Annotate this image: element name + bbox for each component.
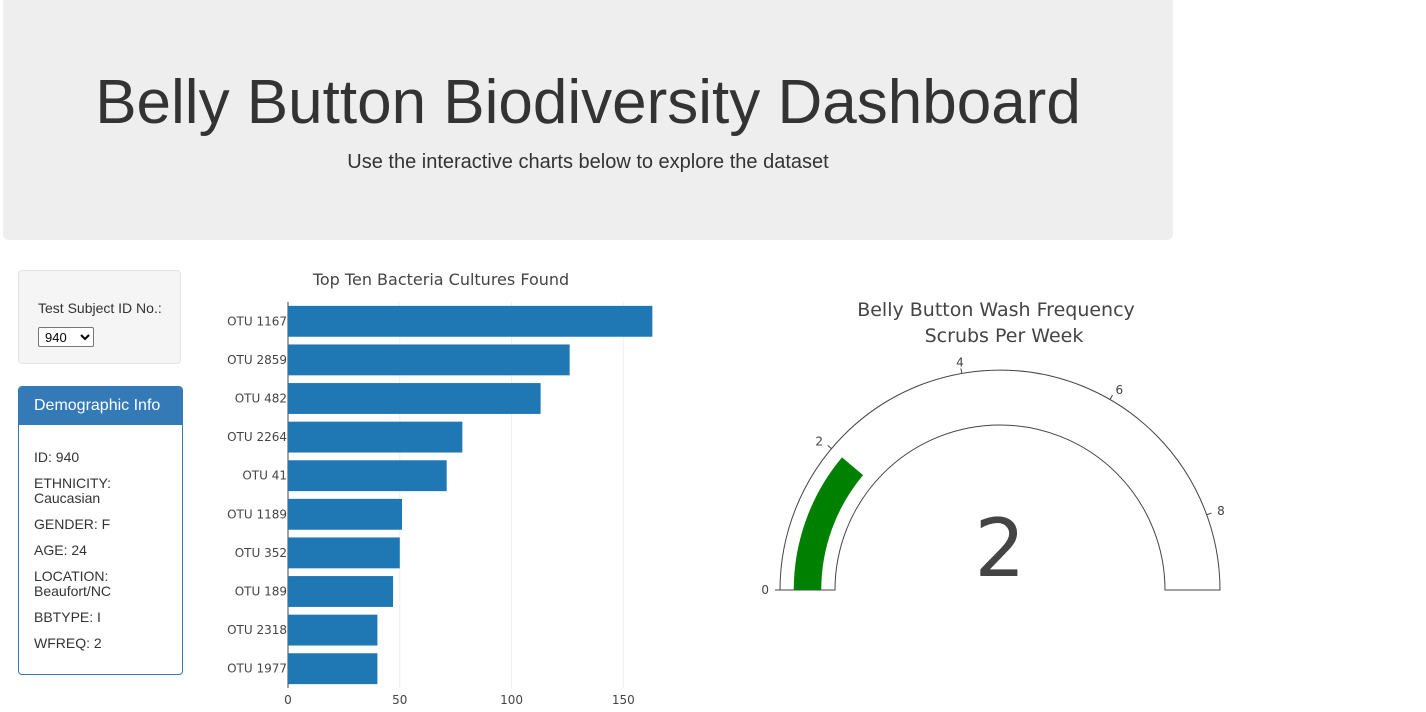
bar-otu-189 xyxy=(288,576,394,607)
gauge-tick xyxy=(960,368,963,374)
bar-x-tick-label: 0 xyxy=(284,693,292,707)
subject-id-select[interactable]: 940 xyxy=(38,327,94,347)
gauge-value-bar xyxy=(793,457,864,590)
gauge-value-number: 2 xyxy=(975,502,1026,595)
bar-y-tick-label: OTU 2264 xyxy=(227,430,287,444)
page-title: Belly Button Biodiversity Dashboard xyxy=(95,68,1081,137)
gauge-tick xyxy=(1206,512,1212,516)
bar-y-tick-label: OTU 189 xyxy=(235,585,287,599)
gauge-chart: Belly Button Wash Frequency Scrubs Per We… xyxy=(761,299,1225,597)
demographic-info-heading: Demographic Info xyxy=(19,387,182,425)
demographic-location: LOCATION: Beaufort/NC xyxy=(34,568,112,599)
bar-x-tick-label: 150 xyxy=(612,693,635,707)
bar-otu-1189 xyxy=(288,498,402,530)
bar-otu-41 xyxy=(288,460,447,492)
bar-y-tick-label: OTU 482 xyxy=(235,392,287,406)
header-jumbotron: Belly Button Biodiversity Dashboard Use … xyxy=(3,0,1173,240)
gauge-tick-label: 0 xyxy=(761,583,769,597)
bar-y-tick-label: OTU 352 xyxy=(235,546,287,560)
gauge-tick-label: 6 xyxy=(1116,383,1124,397)
demographic-wfreq: WFREQ: 2 xyxy=(34,635,102,651)
bar-otu-1977 xyxy=(288,653,378,685)
bar-otu-2859 xyxy=(288,344,570,376)
gauge-tick-label: 8 xyxy=(1217,504,1225,518)
demographic-info-body: ID: 940 ETHNICITY: Caucasian GENDER: F A… xyxy=(19,425,182,651)
bar-chart-title: Top Ten Bacteria Cultures Found xyxy=(312,270,569,289)
bar-y-tick-label: OTU 2318 xyxy=(227,623,287,637)
gauge-background-arc xyxy=(779,369,1221,591)
bar-y-tick-label: OTU 1189 xyxy=(227,507,287,521)
demographic-info-panel: Demographic Info ID: 940 ETHNICITY: Cauc… xyxy=(18,386,183,675)
gauge-tick xyxy=(1109,394,1113,400)
gauge-title: Belly Button Wash Frequency xyxy=(857,299,1135,321)
bar-otu-352 xyxy=(288,537,400,569)
bar-otu-1167 xyxy=(288,305,653,337)
bar-x-tick-label: 50 xyxy=(392,693,407,707)
demographic-gender: GENDER: F xyxy=(34,516,111,532)
demographic-ethnicity: ETHNICITY: Caucasian xyxy=(34,475,112,506)
demographic-age: AGE: 24 xyxy=(34,542,87,558)
gauge-tick-label: 2 xyxy=(815,435,823,449)
subject-selector-well: Test Subject ID No.: 940 xyxy=(18,270,181,364)
bar-y-tick-label: OTU 1167 xyxy=(227,314,287,328)
gauge-tick xyxy=(827,444,832,449)
bar-x-tick-label: 100 xyxy=(500,693,523,707)
bar-otu-482 xyxy=(288,383,541,414)
gauge-tick-label: 4 xyxy=(956,356,964,370)
subject-selector-label: Test Subject ID No.: xyxy=(38,300,162,316)
bar-y-tick-label: OTU 1977 xyxy=(227,662,287,676)
bar-otu-2264 xyxy=(288,421,463,453)
page-subtitle: Use the interactive charts below to expl… xyxy=(347,151,829,173)
demographic-bbtype: BBTYPE: I xyxy=(34,609,101,625)
bar-y-tick-label: OTU 41 xyxy=(242,469,287,483)
bar-y-tick-label: OTU 2859 xyxy=(227,353,287,367)
gauge-subtitle: Scrubs Per Week xyxy=(925,325,1084,347)
bar-chart: Top Ten Bacteria Cultures Found 0 50 100 150… xyxy=(227,270,653,707)
demographic-id: ID: 940 xyxy=(34,449,80,465)
bar-otu-2318 xyxy=(288,614,378,646)
